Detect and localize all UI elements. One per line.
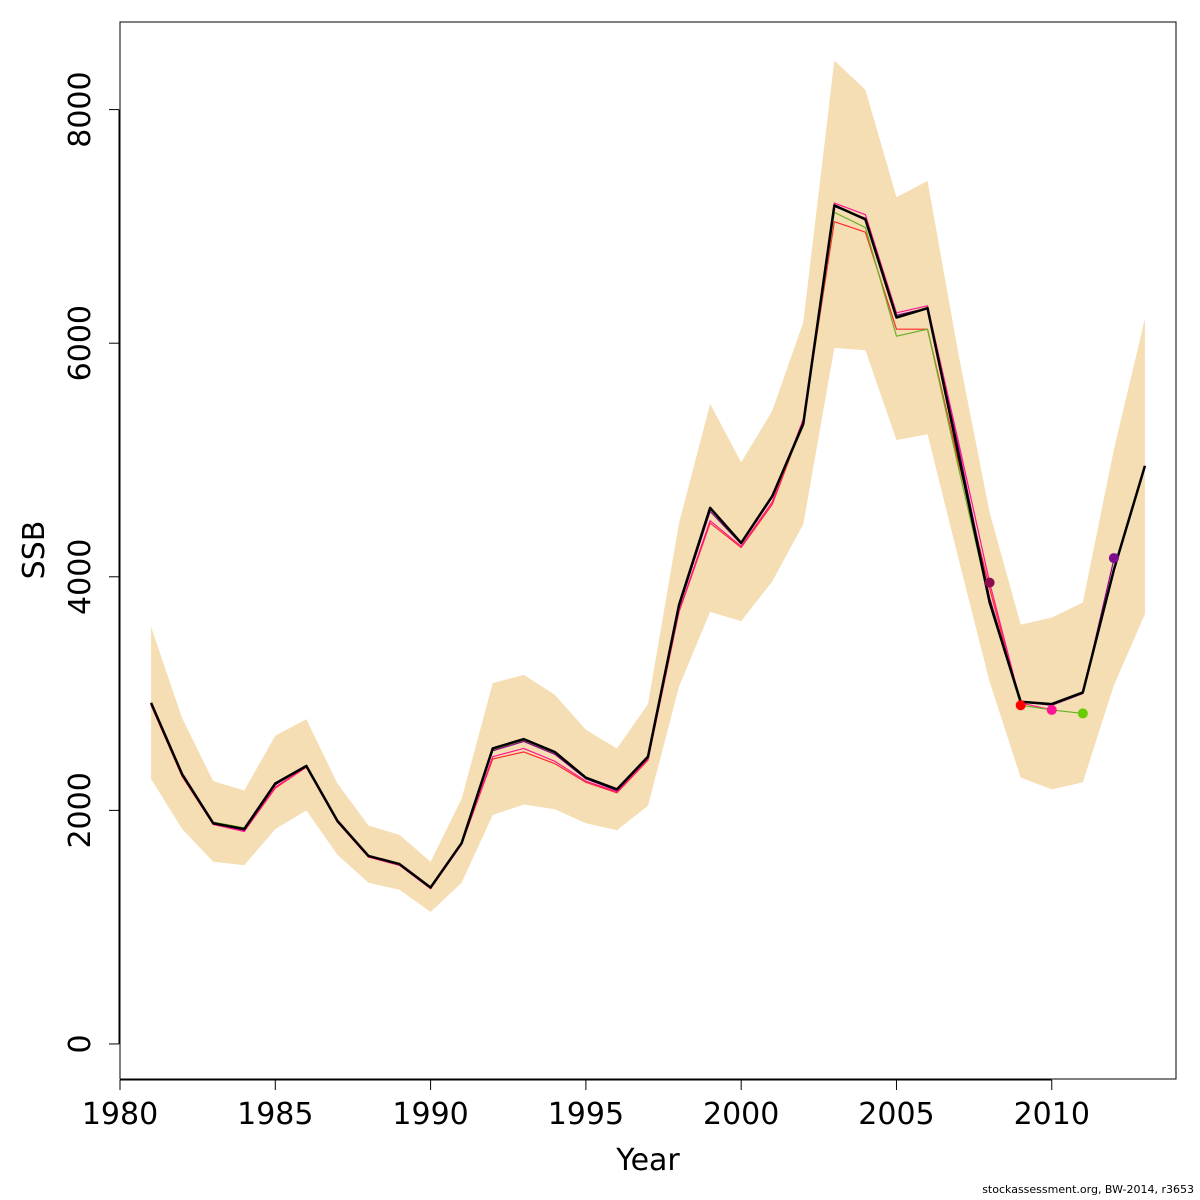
plot-box — [119, 21, 1177, 1080]
series-layer — [149, 202, 1147, 890]
endpoint-marker — [1077, 708, 1088, 719]
y-tick-label: 0 — [63, 1034, 98, 1053]
x-tick-label: 2000 — [703, 1097, 779, 1132]
series-line-retro — [150, 202, 1052, 890]
endpoint-marker — [1108, 553, 1119, 564]
confidence-band — [151, 60, 1145, 912]
endpoint-marker — [984, 577, 995, 588]
y-tick-label: 2000 — [63, 772, 98, 848]
confidence-band-layer — [151, 60, 1145, 912]
x-tick-label: 2010 — [1014, 1097, 1090, 1132]
endpoint-marker — [1015, 700, 1026, 711]
endpoint-layer — [984, 553, 1119, 719]
x-tick-label: 1995 — [548, 1097, 624, 1132]
x-tick-label: 1990 — [392, 1097, 468, 1132]
x-axis: 1980 1985 1990 1995 2000 2005 2010 — [82, 1079, 1090, 1132]
endpoint-marker — [1046, 704, 1057, 715]
y-tick-label: 4000 — [63, 539, 98, 615]
x-tick-label: 1980 — [82, 1097, 158, 1132]
x-axis-title: Year — [615, 1143, 680, 1178]
x-tick-label: 1985 — [237, 1097, 313, 1132]
footer-credit: stockassessment.org, BW-2014, r3653 — [982, 1183, 1194, 1196]
y-axis-title: SSB — [17, 521, 52, 580]
y-tick-label: 6000 — [63, 305, 98, 381]
y-tick-label: 8000 — [63, 71, 98, 147]
y-axis: 0 2000 4000 6000 8000 — [63, 71, 120, 1054]
x-tick-label: 2005 — [858, 1097, 934, 1132]
series-line-main — [149, 204, 1147, 889]
